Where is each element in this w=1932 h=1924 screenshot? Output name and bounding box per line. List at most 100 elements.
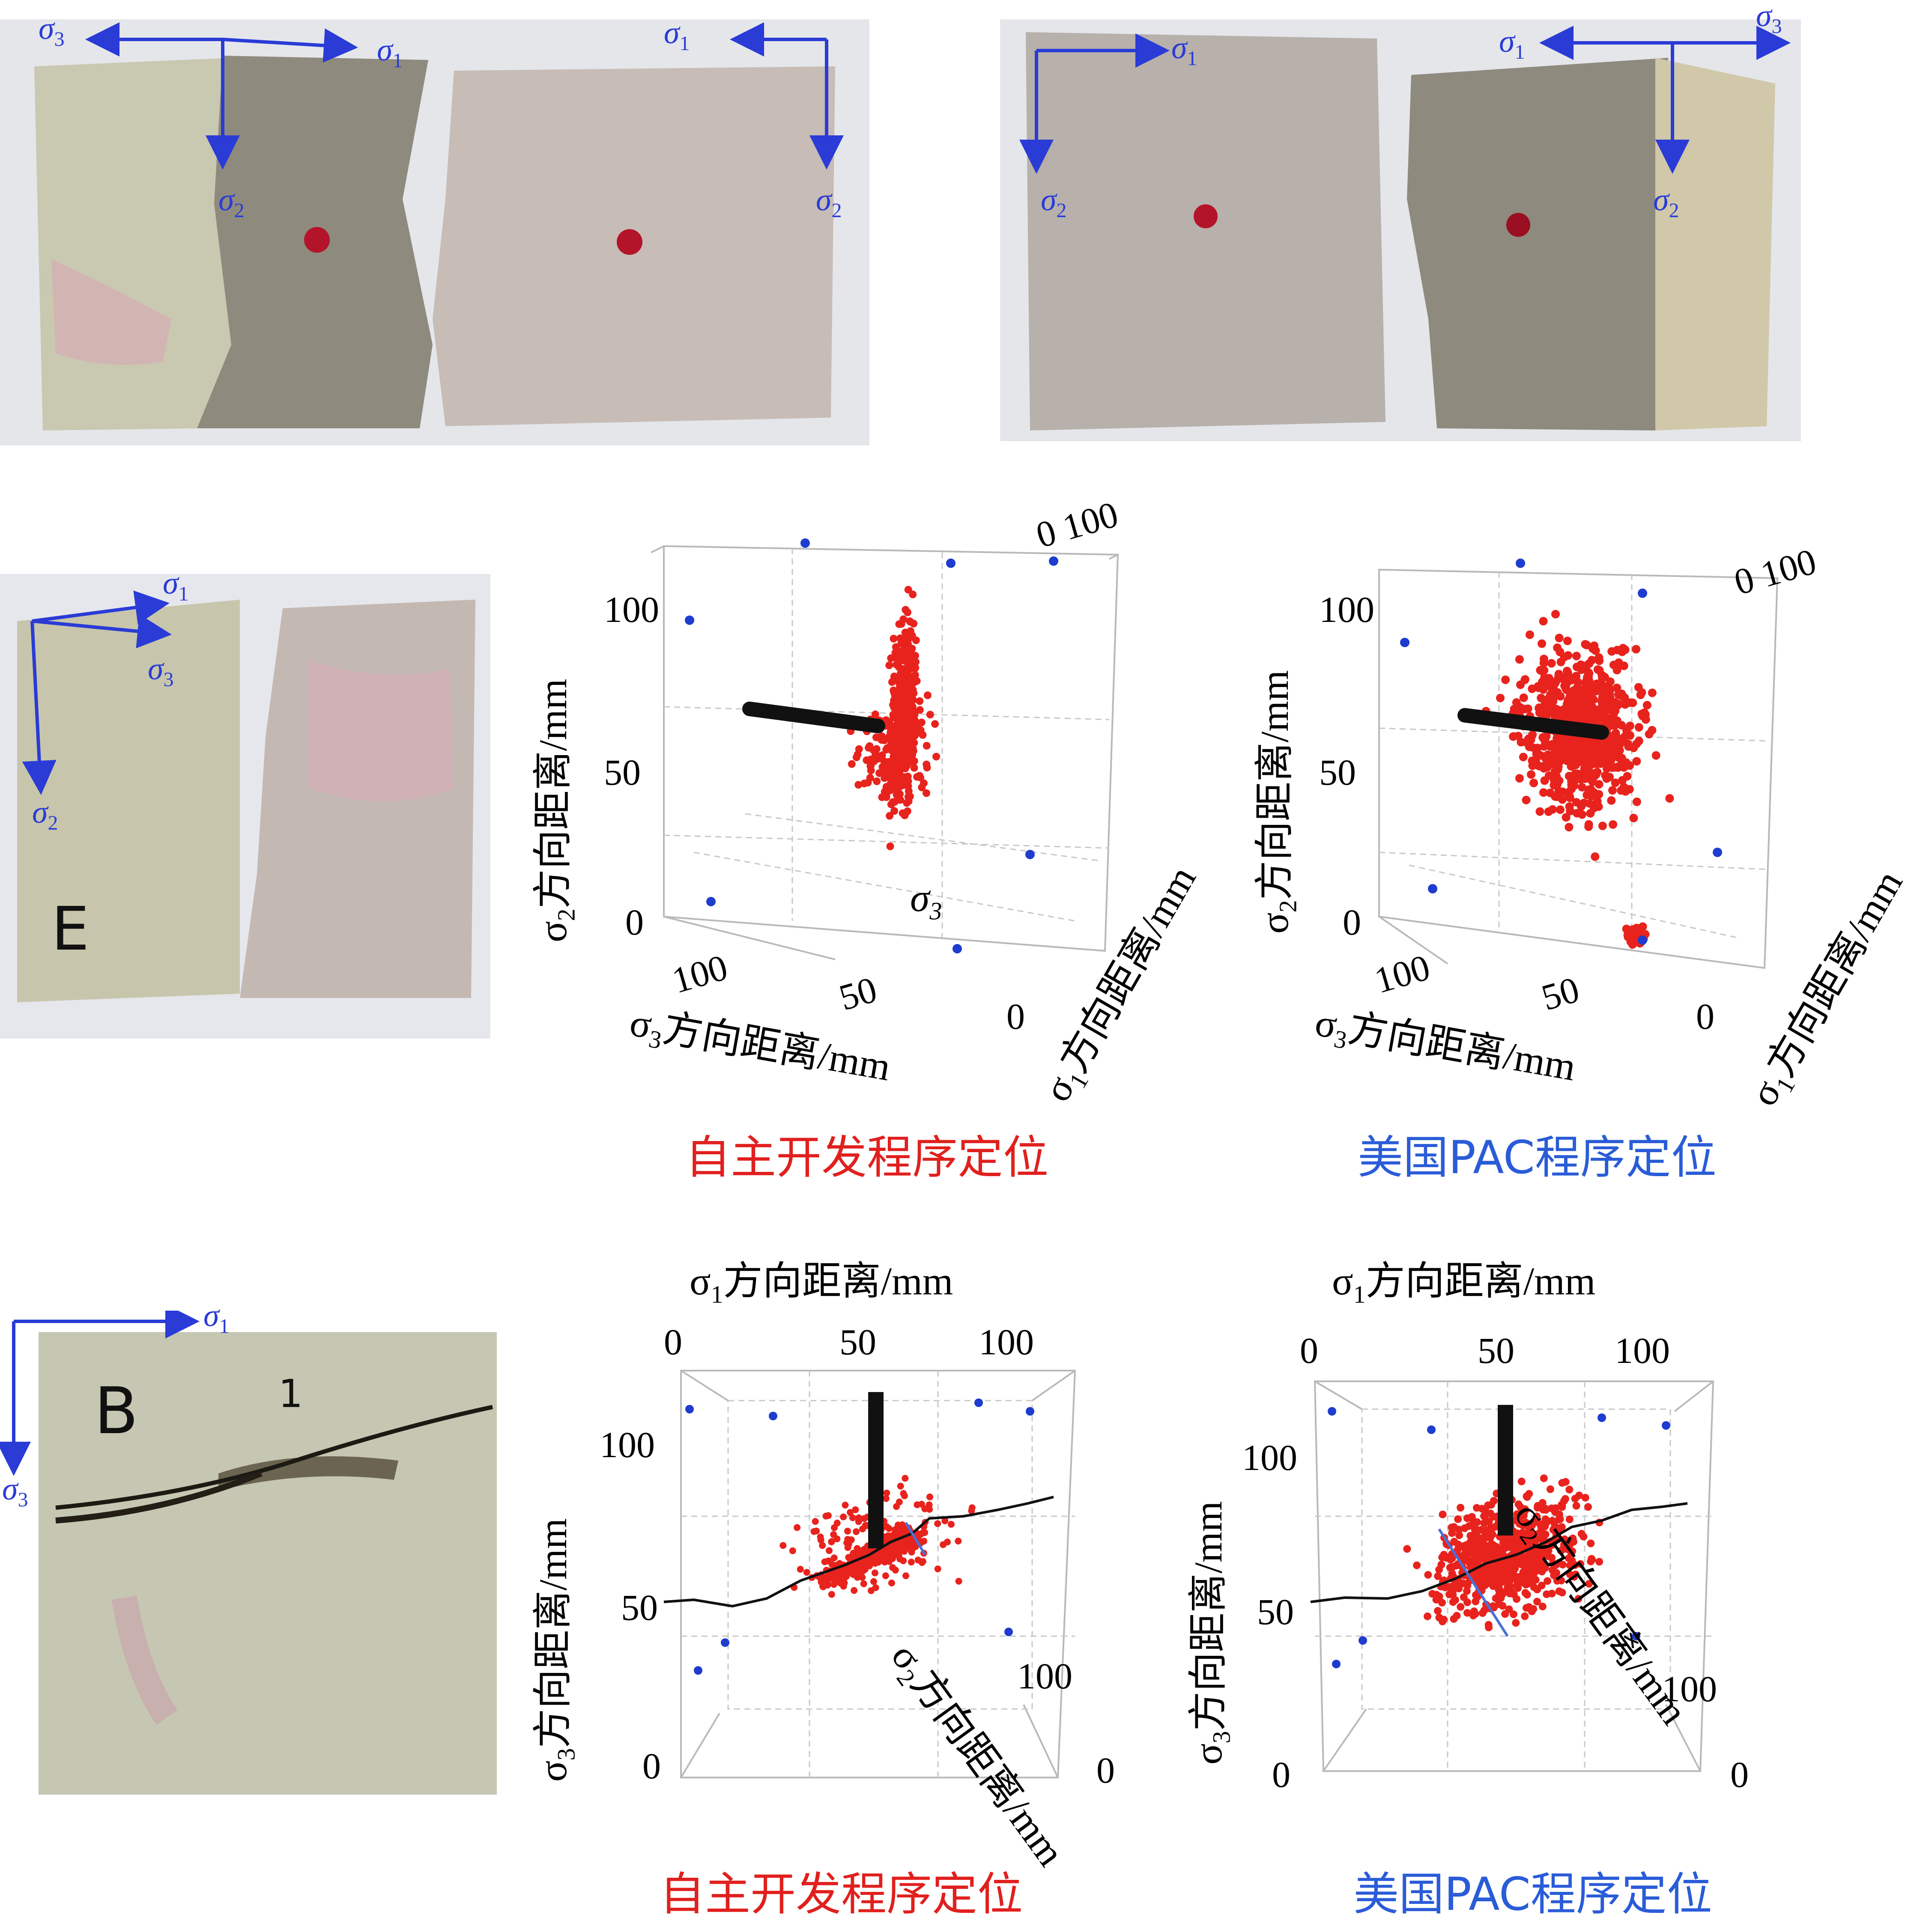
ae-point bbox=[917, 726, 925, 734]
ae-point bbox=[1512, 698, 1521, 707]
ae-point bbox=[890, 712, 898, 720]
ae-point bbox=[926, 1501, 933, 1509]
y-tick-0-a: 0 bbox=[625, 902, 644, 943]
borehole-a bbox=[742, 702, 885, 733]
ae-point bbox=[1540, 1474, 1548, 1482]
ae-point bbox=[1539, 788, 1548, 797]
ae-point bbox=[889, 1564, 896, 1571]
ae-point bbox=[1552, 741, 1561, 750]
ae-point bbox=[1510, 705, 1519, 714]
ae-point bbox=[1525, 630, 1534, 639]
ae-point bbox=[900, 1490, 907, 1497]
ae-point bbox=[1584, 1503, 1592, 1511]
plot-3d-pac bbox=[1208, 493, 1932, 1135]
ae-point bbox=[1501, 1610, 1509, 1618]
ae-point bbox=[1608, 786, 1617, 795]
ae-point bbox=[1589, 695, 1598, 704]
ae-point bbox=[1629, 744, 1638, 753]
ae-point bbox=[892, 757, 900, 765]
ae-point bbox=[1501, 675, 1510, 684]
sigma2-label-p3: σ2 bbox=[32, 795, 58, 834]
ae-point bbox=[1520, 1536, 1529, 1544]
ae-point bbox=[1551, 1522, 1559, 1530]
ae-point bbox=[1514, 1500, 1523, 1509]
ae-point bbox=[1482, 1526, 1490, 1534]
ae-point bbox=[1527, 770, 1535, 779]
ae-point bbox=[898, 710, 906, 718]
y-axis-label-b: σ2方向距离/mm bbox=[1253, 670, 1302, 934]
ae-point bbox=[1611, 729, 1620, 738]
ae-point bbox=[1633, 926, 1642, 935]
sigma1-label-p1a: σ1 bbox=[377, 33, 403, 72]
ae-point bbox=[903, 748, 911, 756]
ae-point bbox=[1564, 651, 1573, 660]
ae-point bbox=[1435, 1565, 1443, 1574]
ae-point bbox=[1587, 756, 1596, 765]
ae-point bbox=[863, 1547, 870, 1554]
ae-point bbox=[926, 1493, 933, 1500]
y-tick-0-c: 0 bbox=[642, 1745, 661, 1787]
ae-point bbox=[1518, 1578, 1526, 1586]
ae-point bbox=[1598, 681, 1607, 690]
ae-point bbox=[789, 1547, 796, 1554]
ae-point bbox=[1463, 1609, 1471, 1617]
ae-point bbox=[1586, 744, 1595, 753]
ae-point bbox=[825, 1557, 832, 1565]
ae-point bbox=[884, 760, 892, 768]
ae-point bbox=[1642, 701, 1651, 710]
ae-point bbox=[1454, 1578, 1462, 1586]
x-tick-0-b: 0 bbox=[1696, 996, 1714, 1037]
ae-point bbox=[1438, 1598, 1446, 1607]
ae-point bbox=[1477, 1548, 1485, 1556]
ae-point bbox=[1536, 666, 1545, 675]
ae-point bbox=[1565, 802, 1574, 811]
ae-point bbox=[1595, 751, 1604, 760]
ae-point bbox=[864, 779, 872, 787]
top-axis-label-c: σ1方向距离/mm bbox=[690, 1259, 953, 1309]
ae-point bbox=[1565, 1485, 1574, 1494]
ae-point bbox=[1607, 647, 1616, 656]
ae-point bbox=[968, 1504, 976, 1512]
ae-point bbox=[1528, 756, 1537, 765]
ae-point bbox=[1495, 1580, 1503, 1588]
ae-point bbox=[914, 1501, 921, 1509]
ae-point bbox=[1424, 1571, 1432, 1579]
ae-point bbox=[1632, 645, 1641, 654]
ae-point bbox=[923, 742, 931, 750]
ae-point bbox=[912, 636, 920, 644]
ae-point bbox=[1520, 1512, 1528, 1520]
ae-point bbox=[902, 686, 910, 694]
ae-point bbox=[1508, 1563, 1517, 1571]
right-tick-0-d: 0 bbox=[1730, 1754, 1749, 1795]
ae-point bbox=[893, 728, 901, 736]
ae-point bbox=[1591, 852, 1600, 861]
ae-point bbox=[1612, 684, 1621, 692]
ae-point bbox=[916, 697, 924, 705]
ae-point bbox=[1491, 1545, 1499, 1553]
ae-point bbox=[1505, 1579, 1513, 1587]
ae-point bbox=[1485, 1518, 1493, 1526]
ae-point bbox=[911, 671, 919, 679]
ae-point bbox=[1547, 659, 1556, 668]
ae-point bbox=[898, 752, 906, 760]
ae-point bbox=[1551, 1508, 1559, 1516]
ae-point bbox=[1448, 1563, 1457, 1571]
ae-point bbox=[897, 739, 905, 747]
ae-points-blue-d bbox=[1328, 1407, 1670, 1668]
ae-point bbox=[1589, 684, 1598, 693]
ae-point bbox=[859, 1574, 866, 1581]
ae-point bbox=[1447, 1552, 1455, 1560]
caption-pac-row3: 美国PAC程序定位 bbox=[1353, 1868, 1712, 1921]
ae-point bbox=[910, 739, 918, 747]
ae-point bbox=[1572, 651, 1581, 660]
ae-point bbox=[890, 635, 898, 642]
ae-point bbox=[1584, 822, 1593, 831]
ae-point bbox=[1533, 1598, 1541, 1606]
ae-point bbox=[906, 792, 914, 801]
ae-point bbox=[1548, 1589, 1556, 1598]
ae-point bbox=[1556, 1515, 1564, 1523]
ae-point bbox=[1617, 753, 1626, 762]
ae-point bbox=[1517, 1477, 1526, 1485]
ae-point bbox=[1523, 704, 1532, 713]
ae-point bbox=[1513, 1595, 1521, 1603]
